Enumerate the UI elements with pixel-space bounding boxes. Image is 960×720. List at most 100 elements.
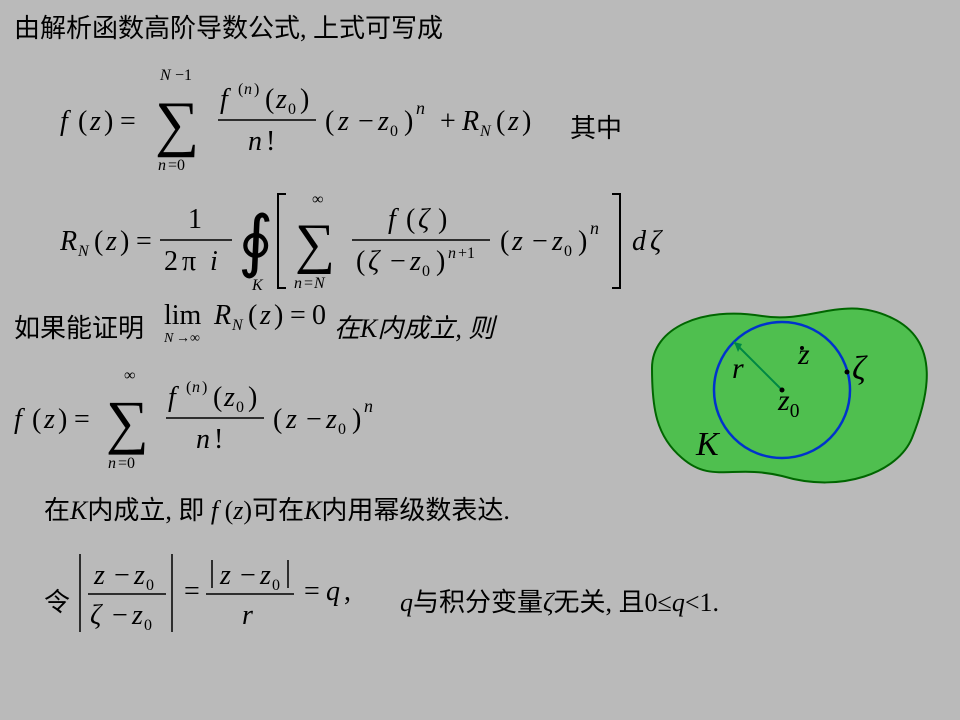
svg-text:=: = <box>290 300 306 331</box>
svg-text:N: N <box>231 317 244 334</box>
line4-text: 在K内成立, 即 f (z)可在K内用幂级数表达. <box>44 490 510 527</box>
svg-text:z: z <box>337 106 349 137</box>
svg-text:0: 0 <box>390 123 398 140</box>
svg-text:(: ( <box>238 81 243 98</box>
svg-text:K: K <box>251 277 264 294</box>
svg-text:): ) <box>248 382 257 413</box>
svg-text:=: = <box>74 404 90 435</box>
svg-text:π: π <box>182 246 196 277</box>
svg-text:): ) <box>436 246 445 277</box>
svg-text:z: z <box>285 404 297 435</box>
svg-text:(: ( <box>265 84 274 115</box>
svg-text:(: ( <box>496 106 505 137</box>
label-z0: z0 <box>778 384 799 423</box>
label-r: r <box>732 352 744 386</box>
svg-text:0: 0 <box>564 243 572 260</box>
svg-text:q: q <box>326 576 340 607</box>
svg-text:(: ( <box>273 404 282 435</box>
svg-text:N: N <box>164 331 174 346</box>
svg-text:∮: ∮ <box>238 203 273 279</box>
svg-text:0: 0 <box>144 617 152 634</box>
svg-text:(: ( <box>186 379 191 396</box>
svg-text:2: 2 <box>164 246 178 277</box>
label-z: z <box>798 338 810 372</box>
svg-text:(: ( <box>248 300 257 331</box>
svg-text:z: z <box>223 382 235 413</box>
svg-text:0: 0 <box>288 101 296 118</box>
svg-text:n: n <box>196 424 210 455</box>
svg-text:−: − <box>114 560 130 591</box>
svg-text:): ) <box>404 106 413 137</box>
svg-text:=0: =0 <box>118 455 135 472</box>
svg-text:+1: +1 <box>458 245 475 262</box>
svg-text:0: 0 <box>272 577 280 594</box>
svg-text:n: n <box>416 98 425 118</box>
svg-text:(: ( <box>32 404 41 435</box>
svg-text:): ) <box>522 106 531 137</box>
svg-text:z: z <box>93 560 105 591</box>
svg-text:=: = <box>184 576 200 607</box>
svg-text:(: ( <box>325 106 334 137</box>
svg-text:): ) <box>300 84 309 115</box>
qizhong-text: 其中 <box>570 108 622 145</box>
svg-text:0: 0 <box>236 399 244 416</box>
svg-text:): ) <box>58 404 67 435</box>
svg-text:(: ( <box>78 106 87 137</box>
svg-text:z: z <box>105 226 117 257</box>
svg-text:n: n <box>590 218 599 238</box>
svg-text:f: f <box>60 106 71 137</box>
svg-text:z: z <box>409 246 421 277</box>
svg-text:): ) <box>120 226 129 257</box>
line5-ling: 令 <box>44 582 70 619</box>
svg-text:N: N <box>479 123 492 140</box>
svg-text:z: z <box>131 600 143 631</box>
svg-text:(: ( <box>356 246 365 277</box>
svg-text:N: N <box>77 243 90 260</box>
svg-text:+: + <box>440 106 456 137</box>
svg-text:−: − <box>390 246 406 277</box>
label-K: K <box>696 426 719 464</box>
svg-text:∞: ∞ <box>124 367 135 384</box>
svg-text:(: ( <box>406 204 415 235</box>
svg-text:i: i <box>210 246 218 277</box>
formula-5: z−z0 ζ−z0 = z−z0 r = q, <box>76 544 436 647</box>
region-diagram: r z ζ z0 K <box>642 298 932 488</box>
svg-text:!: ! <box>266 126 275 157</box>
svg-text:z: z <box>133 560 145 591</box>
svg-text:−: − <box>306 404 322 435</box>
svg-text:n: n <box>108 455 116 472</box>
svg-text:z: z <box>511 226 523 257</box>
svg-text:): ) <box>578 226 587 257</box>
svg-text:z: z <box>325 404 337 435</box>
svg-text:): ) <box>438 204 447 235</box>
svg-text:z: z <box>259 560 271 591</box>
svg-text:z: z <box>507 106 519 137</box>
svg-text:−: − <box>532 226 548 257</box>
svg-text:(: ( <box>500 226 509 257</box>
svg-text:): ) <box>352 404 361 435</box>
svg-text:0: 0 <box>338 421 346 438</box>
svg-text:n: n <box>248 126 262 157</box>
svg-text:=: = <box>304 275 313 292</box>
svg-text:): ) <box>254 81 259 98</box>
svg-text:z: z <box>275 84 287 115</box>
svg-text:n: n <box>192 379 200 396</box>
line3b: 在K内成立, 则 <box>334 308 494 345</box>
svg-text:z: z <box>89 106 101 137</box>
svg-text:=: = <box>304 576 320 607</box>
svg-text:lim: lim <box>164 300 202 331</box>
intro-text: 由解析函数高阶导数公式, 上式可写成 <box>14 8 443 45</box>
svg-text:R: R <box>461 106 479 137</box>
svg-text:→∞: →∞ <box>176 331 200 346</box>
svg-text:n: n <box>448 245 456 262</box>
svg-text:(: ( <box>213 382 222 413</box>
svg-text:0: 0 <box>146 577 154 594</box>
svg-text:0: 0 <box>312 300 326 331</box>
svg-text:=: = <box>136 226 152 257</box>
svg-text:): ) <box>104 106 113 137</box>
svg-text:1: 1 <box>188 204 202 235</box>
svg-text:ζ: ζ <box>418 204 431 235</box>
svg-text:z: z <box>43 404 55 435</box>
svg-text:z: z <box>219 560 231 591</box>
svg-text:!: ! <box>214 424 223 455</box>
